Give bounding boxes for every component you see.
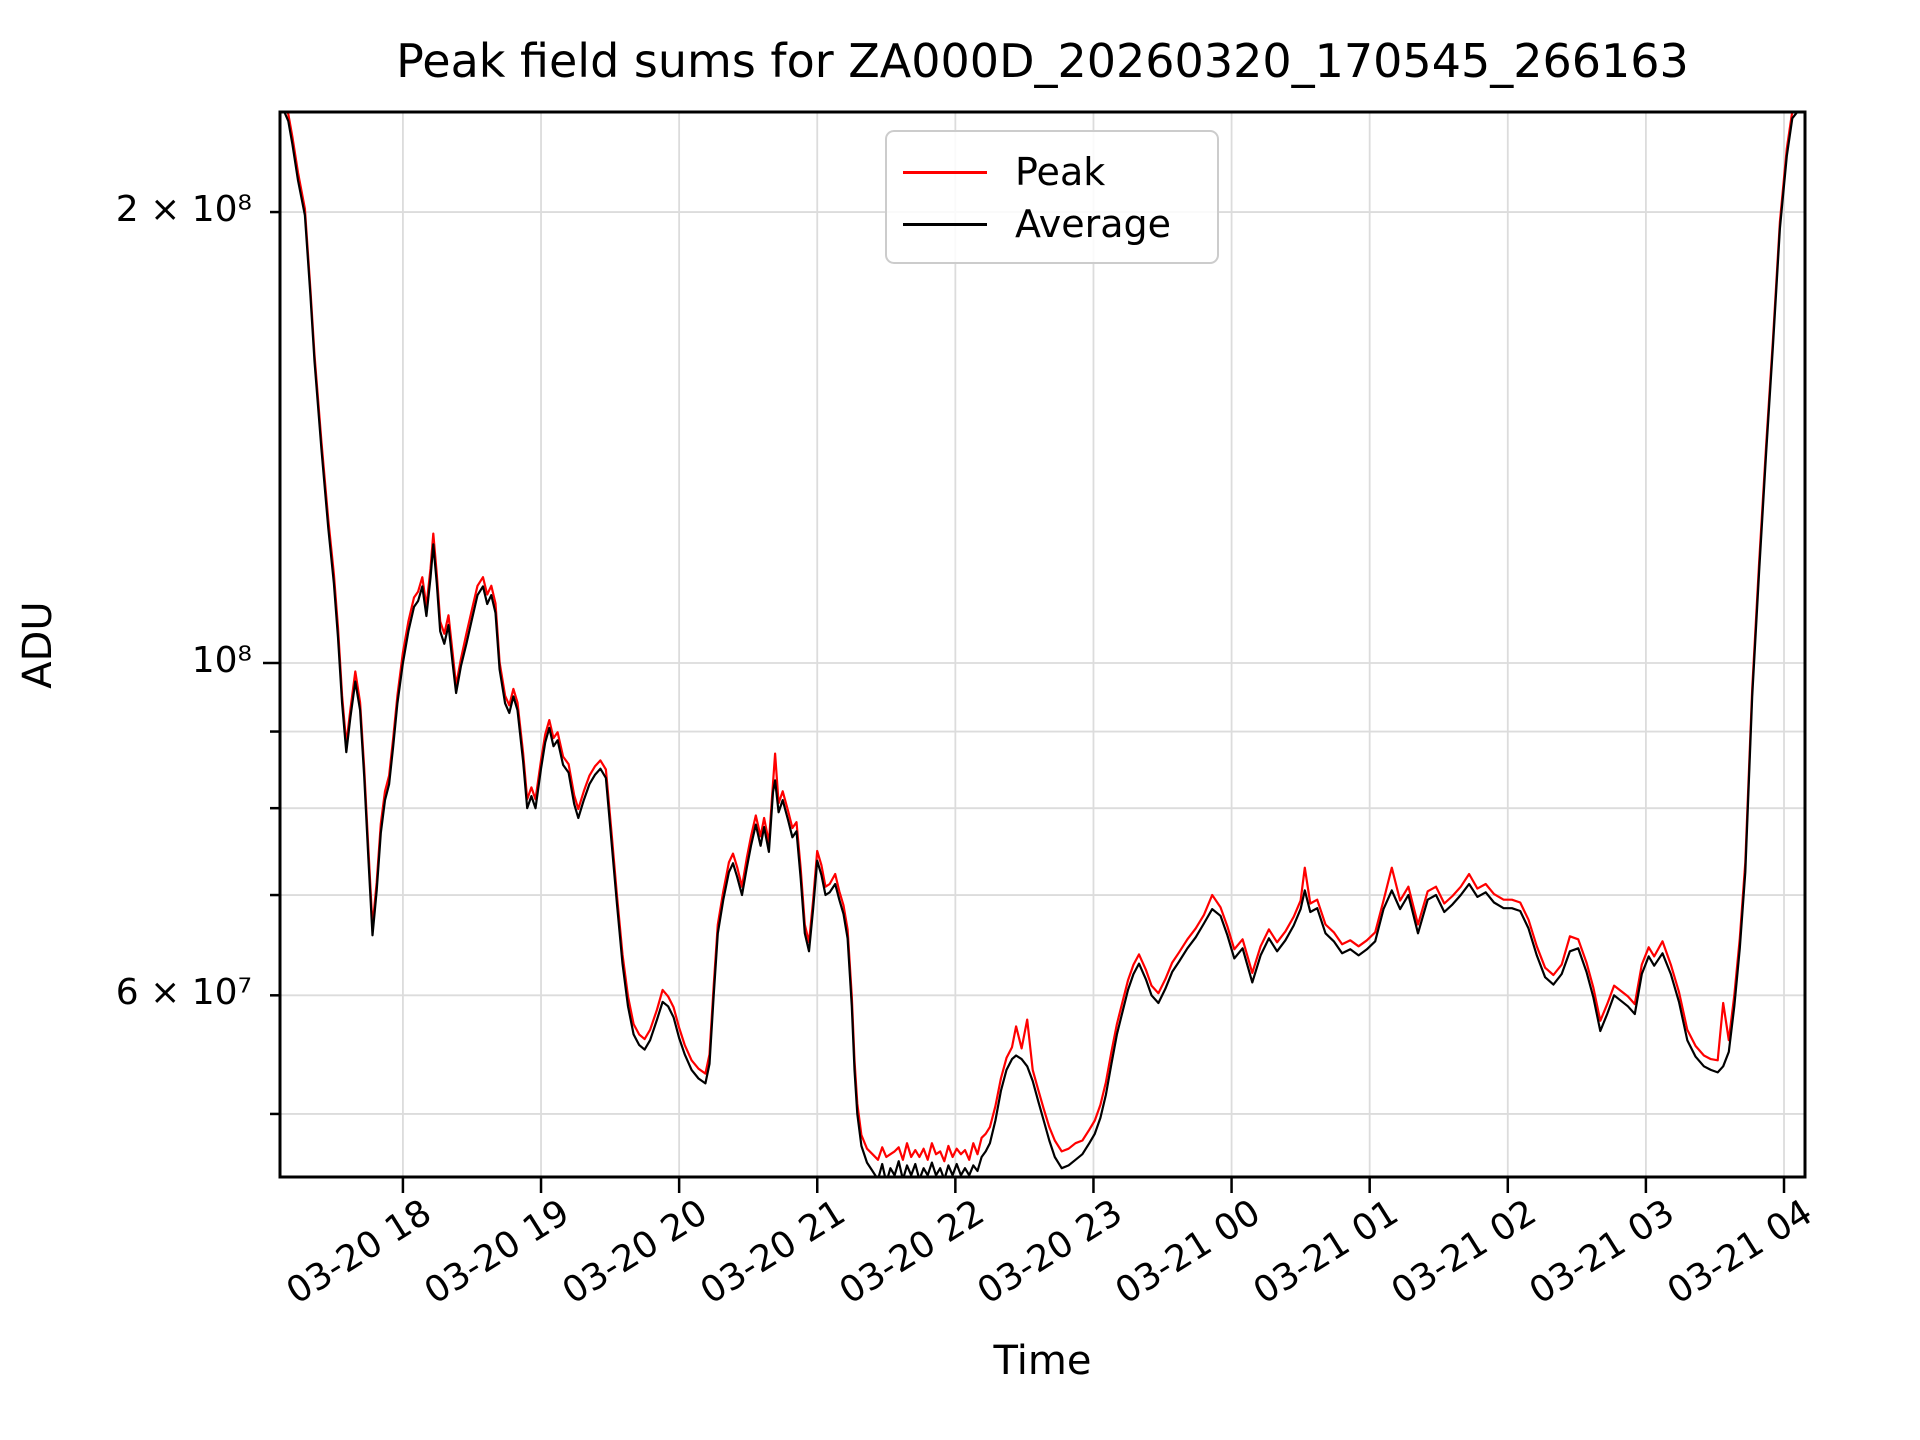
y-tick-label: 2 × 10⁸ <box>115 189 252 231</box>
peak-line-swatch <box>903 170 987 174</box>
chart-title: Peak field sums for ZA000D_20260320_1705… <box>396 34 1689 88</box>
legend-label-average: Average <box>1015 202 1172 246</box>
grid-lines <box>280 112 1805 1177</box>
y-tick-label: 6 × 10⁷ <box>115 972 252 1014</box>
axes-frame <box>278 110 1807 1179</box>
legend-entry-average: Average <box>903 198 1217 250</box>
x-axis-label: Time <box>993 1338 1092 1384</box>
average-line-swatch <box>903 222 987 226</box>
axis-ticks <box>263 210 1786 1193</box>
legend-label-peak: Peak <box>1015 150 1106 194</box>
average-series-line <box>282 112 1800 1177</box>
peak-series-line <box>286 112 1794 1163</box>
legend-entry-peak: Peak <box>903 146 1217 198</box>
y-tick-label: 10⁸ <box>191 640 252 681</box>
legend: Peak Average <box>885 130 1219 264</box>
